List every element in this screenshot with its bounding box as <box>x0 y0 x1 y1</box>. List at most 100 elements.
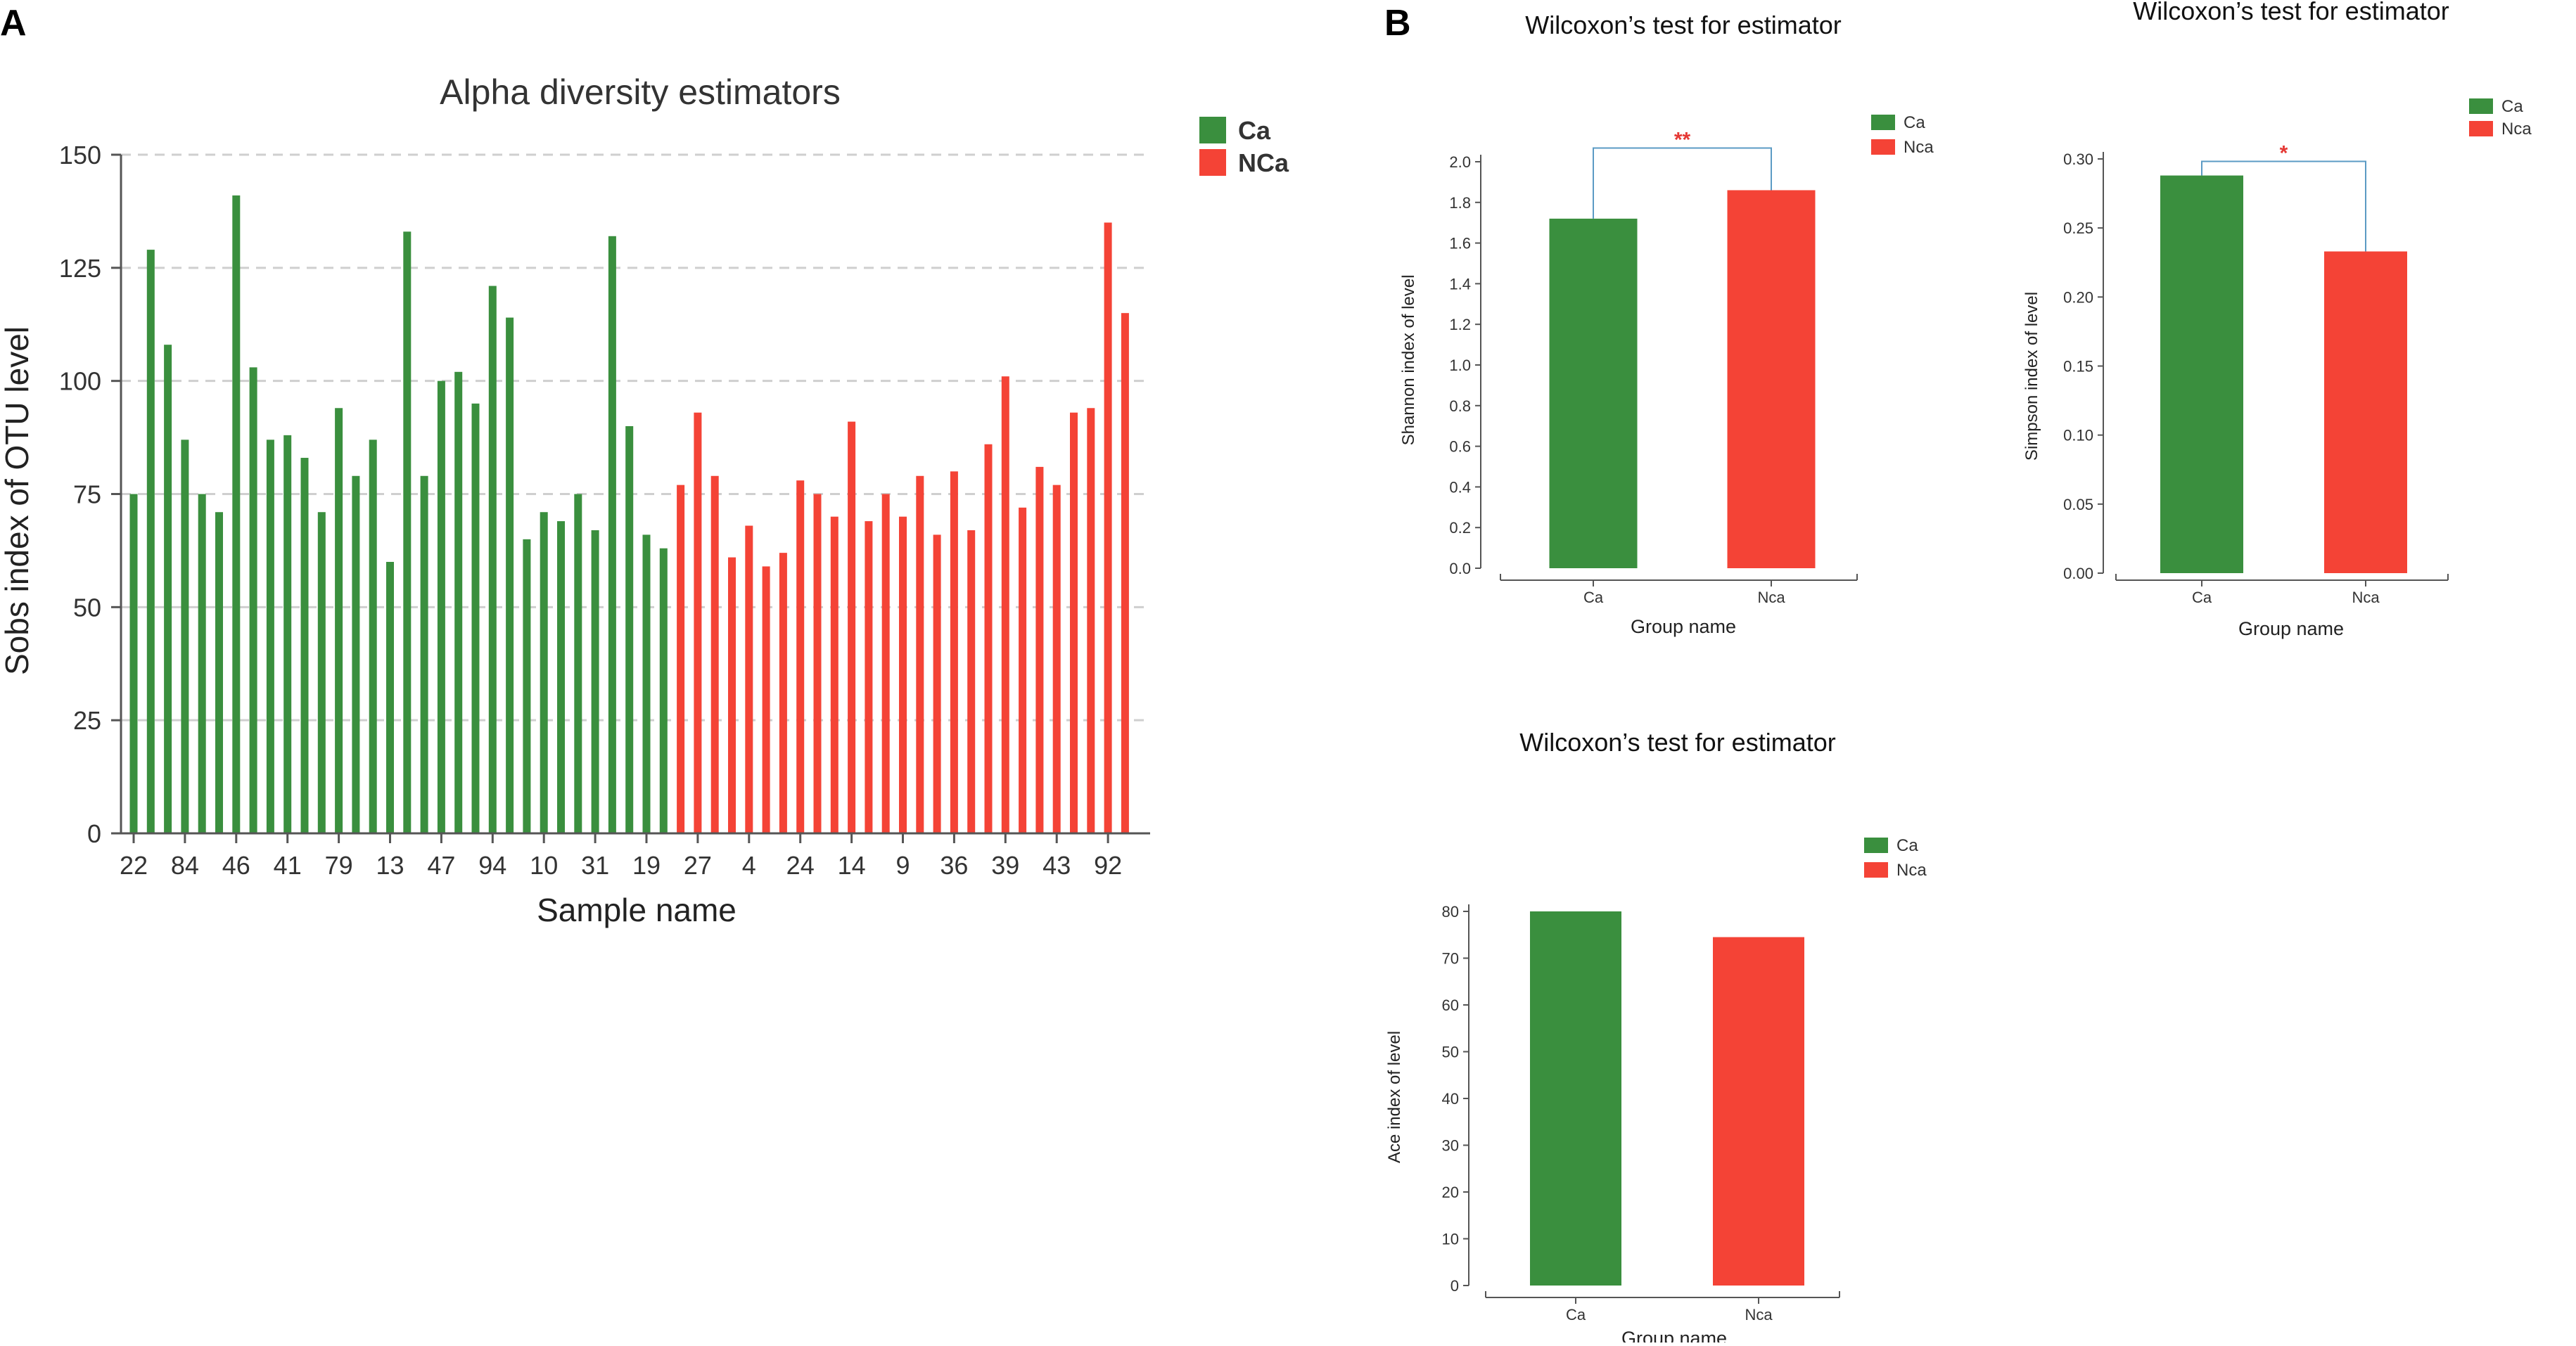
alpha-x-tick-label: 10 <box>530 851 558 880</box>
ace-y-tick-label: 30 <box>1442 1137 1459 1155</box>
shannon-significance-label: ** <box>1674 128 1691 151</box>
bar-nca-18 <box>984 444 993 833</box>
simpson-chart-title: Wilcoxon’s test for estimator <box>2133 0 2449 25</box>
bar-ca-0 <box>129 494 138 833</box>
shannon-y-tick-label: 0.0 <box>1449 560 1471 577</box>
simpson-significance-bracket <box>2201 160 2366 252</box>
bar-ca-1 <box>146 250 155 834</box>
alpha-x-tick-label: 41 <box>274 851 302 880</box>
shannon-x-tick-label: Nca <box>1757 589 1785 606</box>
bar-nca-23 <box>1070 412 1078 833</box>
ace-x-axis-label: Group name <box>1621 1328 1727 1342</box>
bar-ca-2 <box>164 345 172 833</box>
bar-ca-14 <box>369 440 377 833</box>
bar-ca-24 <box>540 512 548 833</box>
bar-ca-18 <box>437 380 445 833</box>
bar-ca-4 <box>198 494 206 833</box>
bar-ca-11 <box>317 512 326 833</box>
bar-nca-15 <box>933 534 941 833</box>
alpha-diversity-chart: Alpha diversity estimators Sobs index of… <box>0 72 1289 928</box>
shannon-legend-swatch-nca <box>1871 139 1895 155</box>
bar-nca-11 <box>865 521 873 833</box>
shannon-y-tick-label: 0.4 <box>1449 478 1471 496</box>
bar-nca-26 <box>1121 313 1129 834</box>
bar-ca-6 <box>232 195 241 833</box>
ace-y-tick-label: 40 <box>1442 1090 1459 1108</box>
bar-nca-4 <box>745 525 753 833</box>
bar-nca-1 <box>694 412 702 833</box>
simpson-legend-swatch-nca <box>2469 121 2493 136</box>
alpha-y-tick-label: 100 <box>59 367 101 396</box>
ace-legend-swatch-nca <box>1864 862 1888 878</box>
bar-nca-8 <box>813 494 822 833</box>
simpson-y-tick-label: 0.20 <box>2063 288 2093 306</box>
ace-chart-title: Wilcoxon’s test for estimator <box>1519 728 1835 757</box>
alpha-x-tick-label: 92 <box>1094 851 1122 880</box>
bar-ca-20 <box>471 403 480 833</box>
shannon-y-tick-label: 0.6 <box>1449 438 1471 456</box>
simpson-bar-nca <box>2324 251 2407 573</box>
bar-nca-0 <box>677 485 685 833</box>
alpha-legend: Ca NCa <box>1199 116 1289 177</box>
bar-nca-6 <box>779 553 787 833</box>
alpha-x-tick-label: 24 <box>786 851 815 880</box>
alpha-x-tick-label: 22 <box>120 851 148 880</box>
alpha-x-tick-label: 9 <box>895 851 910 880</box>
shannon-legend-swatch-ca <box>1871 115 1895 130</box>
alpha-x-tick-label: 27 <box>684 851 712 880</box>
alpha-y-tick-label: 50 <box>73 593 101 622</box>
shannon-chart-title: Wilcoxon’s test for estimator <box>1525 11 1841 39</box>
bar-nca-13 <box>899 516 907 833</box>
bar-nca-24 <box>1087 408 1095 833</box>
simpson-y-tick-label: 0.15 <box>2063 358 2093 376</box>
simpson-bar-ca <box>2160 175 2243 573</box>
alpha-x-tick-label: 94 <box>478 851 506 880</box>
simpson-legend-label-ca: Ca <box>2501 97 2523 116</box>
ace-chart: Wilcoxon’s test for estimator Ace index … <box>1385 728 1927 1346</box>
simpson-significance-label: * <box>2280 142 2288 165</box>
bar-nca-16 <box>950 471 958 833</box>
shannon-plot-area: 0.0 0.2 0.4 0.6 0.8 1.0 1.2 1.4 1.6 1.8 2.0 Ca Nca ** <box>1449 128 1858 606</box>
legend-swatch-ca <box>1199 117 1226 143</box>
alpha-x-axis-label: Sample name <box>537 892 737 928</box>
alpha-x-tick-label: 79 <box>325 851 353 880</box>
simpson-legend: Ca Nca <box>2469 97 2532 139</box>
alpha-x-tick-label: 47 <box>427 851 455 880</box>
bar-nca-19 <box>1001 376 1009 833</box>
bar-nca-14 <box>916 475 924 833</box>
ace-plot-area: 0 10 20 30 40 50 60 70 80 Ca Nca <box>1442 903 1840 1323</box>
simpson-y-tick-label: 0.10 <box>2063 427 2093 444</box>
simpson-y-tick-label: 0.30 <box>2063 150 2093 168</box>
shannon-legend: Ca Nca <box>1871 113 1934 157</box>
bar-nca-21 <box>1035 466 1044 833</box>
bar-ca-5 <box>215 512 223 833</box>
alpha-x-tick-label: 84 <box>171 851 199 880</box>
alpha-bars <box>129 195 1129 834</box>
alpha-x-tick-label: 4 <box>742 851 756 880</box>
simpson-x-tick-label: Ca <box>2192 589 2212 606</box>
bar-ca-22 <box>506 317 514 834</box>
bar-nca-7 <box>796 480 805 833</box>
bar-ca-30 <box>642 534 651 833</box>
simpson-y-tick-label: 0.00 <box>2063 565 2093 582</box>
shannon-y-tick-label: 1.8 <box>1449 194 1471 212</box>
bar-ca-3 <box>181 440 189 833</box>
shannon-y-tick-label: 1.6 <box>1449 235 1471 252</box>
bar-ca-12 <box>335 408 343 833</box>
simpson-y-tick-label: 0.25 <box>2063 219 2093 237</box>
ace-y-tick-label: 70 <box>1442 950 1459 968</box>
shannon-legend-label-nca: Nca <box>1904 138 1934 157</box>
bar-nca-9 <box>830 516 839 833</box>
ace-y-tick-label: 50 <box>1442 1044 1459 1061</box>
alpha-y-tick-label: 0 <box>87 819 101 848</box>
alpha-x-tick-label: 36 <box>940 851 968 880</box>
shannon-y-tick-label: 1.2 <box>1449 316 1471 333</box>
shannon-x-tick-label: Ca <box>1583 589 1604 606</box>
bar-ca-19 <box>454 371 463 833</box>
shannon-chart: Wilcoxon’s test for estimator Shannon in… <box>1399 11 1934 637</box>
bar-ca-21 <box>488 286 497 834</box>
ace-legend: Ca Nca <box>1864 836 1927 880</box>
bar-ca-25 <box>557 521 565 833</box>
shannon-y-tick-label: 1.0 <box>1449 357 1471 374</box>
ace-legend-swatch-ca <box>1864 838 1888 853</box>
